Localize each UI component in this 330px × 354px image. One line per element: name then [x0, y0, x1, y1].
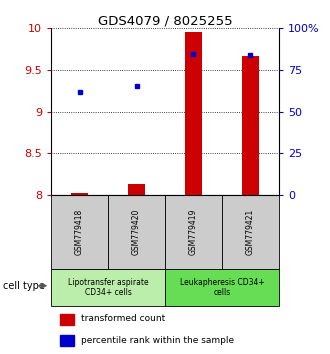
- Bar: [222, 195, 279, 269]
- Bar: [51, 195, 108, 269]
- Text: GSM779418: GSM779418: [75, 209, 84, 255]
- Bar: [242, 56, 259, 195]
- Bar: [51, 269, 165, 306]
- Bar: [60, 335, 74, 346]
- Text: Lipotransfer aspirate
CD34+ cells: Lipotransfer aspirate CD34+ cells: [68, 278, 148, 297]
- Bar: [165, 269, 279, 306]
- Title: GDS4079 / 8025255: GDS4079 / 8025255: [98, 14, 232, 27]
- Text: GSM779421: GSM779421: [246, 209, 255, 255]
- Text: percentile rank within the sample: percentile rank within the sample: [81, 336, 234, 345]
- Text: GSM779419: GSM779419: [189, 209, 198, 255]
- Bar: [165, 195, 222, 269]
- Bar: [60, 314, 74, 325]
- Text: GSM779420: GSM779420: [132, 209, 141, 255]
- Bar: [71, 193, 88, 195]
- Text: transformed count: transformed count: [81, 314, 165, 324]
- Text: cell type: cell type: [3, 281, 45, 291]
- Text: Leukapheresis CD34+
cells: Leukapheresis CD34+ cells: [180, 278, 264, 297]
- Bar: [185, 33, 202, 195]
- Bar: [108, 195, 165, 269]
- Bar: [128, 184, 145, 195]
